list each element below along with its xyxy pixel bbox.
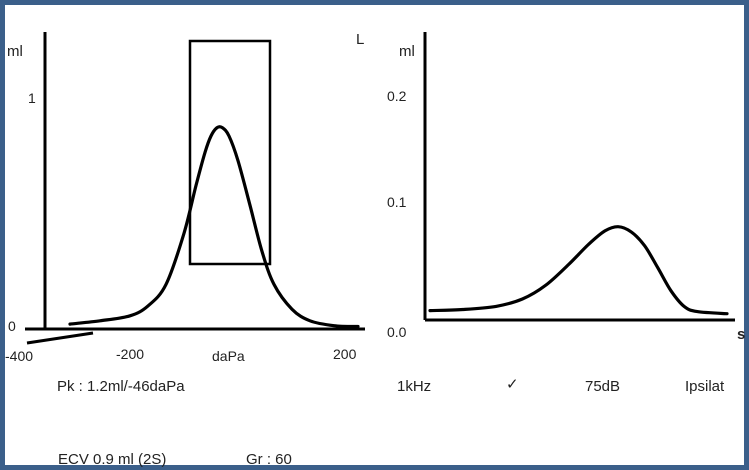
- tymp-y-tick-1: 1: [28, 90, 36, 106]
- tymp-x-tick-neg200: -200: [116, 346, 145, 362]
- tymp-x-axis-label: daPa: [212, 348, 245, 364]
- reflex-y-tick-0.0: 0.0: [387, 324, 407, 340]
- charts-svg: [25, 32, 735, 345]
- reflex-check-icon: ✓: [506, 376, 519, 393]
- tymp-gradient-readout: Gr : 60: [246, 451, 292, 468]
- tymp-x-tick-200: 200: [333, 346, 357, 362]
- reflex-curve: [428, 225, 729, 316]
- reflex-intensity: 75dB: [585, 378, 621, 395]
- tymp-peak-readout: Pk : 1.2ml/-46daPa: [57, 378, 185, 395]
- tymp-axis-break: [26, 331, 94, 345]
- reflex-y-tick-0.1: 0.1: [387, 194, 407, 210]
- reflex-mode: Ipsilat: [685, 378, 725, 395]
- tymp-y-tick-0: 0: [8, 318, 16, 334]
- tymp-ear-label: L: [356, 31, 365, 48]
- tymp-y-axis-label: ml: [7, 43, 23, 60]
- tymp-x-tick-neg400: -400: [5, 348, 34, 364]
- tymp-normal-range-box: [188, 39, 272, 266]
- reflex-x-axis-label: s: [737, 326, 746, 343]
- tymp-ecv-readout: ECV 0.9 ml (2S): [58, 451, 167, 468]
- reflex-frequency: 1kHz: [397, 378, 432, 395]
- reflex-y-tick-0.2: 0.2: [387, 88, 407, 104]
- tymp-curve: [68, 125, 360, 329]
- reflex-y-axis-label: ml: [399, 43, 415, 60]
